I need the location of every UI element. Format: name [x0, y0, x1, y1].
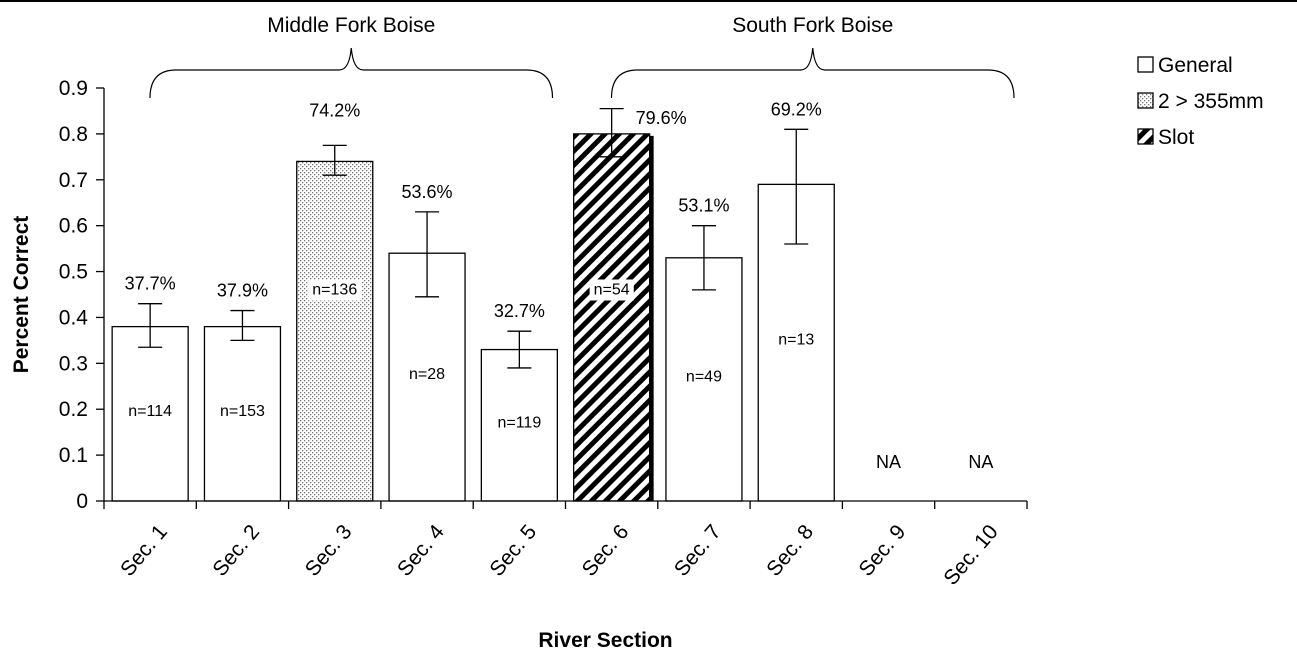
value-label: 53.1%: [678, 196, 729, 216]
y-tick-label: 0.7: [59, 169, 88, 192]
value-label: 32.7%: [494, 301, 545, 321]
top-border-line: [0, 0, 1297, 2]
legend-swatch: [1137, 92, 1154, 109]
na-label: NA: [876, 452, 901, 472]
na-label: NA: [968, 452, 993, 472]
n-label: n=54: [594, 282, 630, 299]
group-label: South Fork Boise: [732, 14, 893, 37]
y-tick-label: 0.3: [59, 352, 88, 375]
x-tick-label: Sec. 10: [939, 520, 1002, 589]
y-tick-label: 0.4: [59, 306, 89, 329]
legend-swatch: [1137, 56, 1154, 73]
value-label: 69.2%: [771, 99, 822, 119]
value-label: 79.6%: [636, 108, 687, 128]
n-label: n=13: [778, 332, 814, 349]
bar: [665, 257, 743, 502]
y-tick-label: 0.8: [59, 123, 88, 146]
x-tick-label: Sec. 7: [670, 520, 726, 580]
value-label: 74.2%: [309, 100, 360, 120]
x-tick-label: Sec. 2: [208, 520, 264, 580]
n-label: n=28: [409, 366, 445, 383]
y-tick-label: 0: [76, 490, 88, 513]
y-tick-label: 0.9: [59, 77, 88, 100]
legend-swatch: [1137, 128, 1154, 145]
group-brace: [610, 47, 1015, 99]
legend-label: Slot: [1158, 126, 1194, 149]
group-label: Middle Fork Boise: [267, 14, 435, 37]
bar: [296, 160, 374, 502]
legend-label: 2 > 355mm: [1158, 90, 1264, 113]
n-label: n=49: [686, 368, 722, 385]
n-label-box: [308, 279, 362, 301]
y-axis-title: Percent Correct: [10, 216, 33, 374]
y-tick-label: 0.2: [59, 398, 88, 421]
n-label: n=136: [312, 282, 357, 299]
x-tick-label: Sec. 9: [854, 520, 910, 580]
x-tick-label: Sec. 3: [301, 520, 357, 580]
x-tick-label: Sec. 8: [762, 520, 818, 580]
legend-label: General: [1158, 54, 1233, 77]
n-label: n=153: [220, 403, 265, 420]
n-label: n=119: [497, 414, 541, 431]
n-label-box: [589, 279, 634, 301]
y-tick-label: 0.6: [59, 215, 88, 238]
x-tick-label: Sec. 1: [116, 520, 172, 580]
x-tick-label: Sec. 5: [485, 520, 541, 580]
bar: [573, 133, 651, 502]
value-label: 53.6%: [402, 182, 453, 202]
value-label: 37.7%: [125, 274, 176, 294]
x-axis-title: River Section: [538, 629, 672, 652]
value-label: 37.9%: [217, 281, 268, 301]
x-tick-label: Sec. 4: [393, 520, 449, 581]
y-tick-label: 0.1: [59, 444, 88, 467]
group-brace: [149, 47, 554, 99]
x-tick-label: Sec. 6: [578, 520, 634, 580]
bar: [203, 325, 282, 502]
bar: [480, 348, 559, 502]
n-label: n=114: [128, 403, 172, 420]
y-tick-label: 0.5: [59, 261, 88, 284]
